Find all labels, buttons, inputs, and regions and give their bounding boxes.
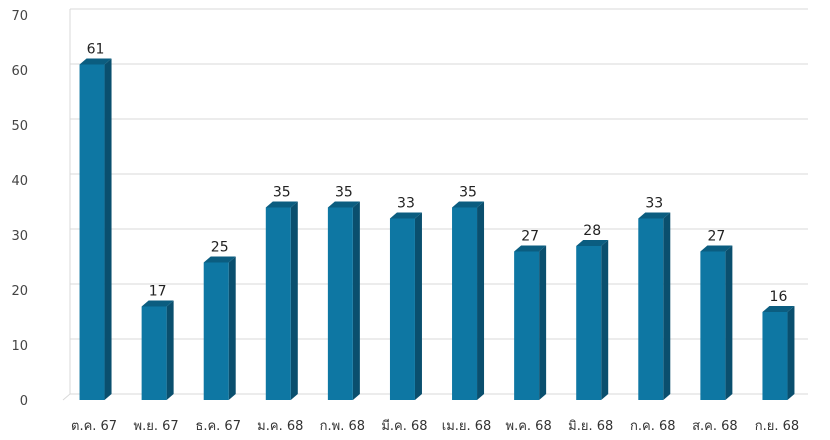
- bar-side: [601, 240, 609, 400]
- bar-front: [265, 207, 291, 400]
- bar-front: [514, 251, 540, 400]
- bar: [700, 245, 733, 400]
- bar-side: [477, 201, 485, 400]
- y-tick-label: 50: [11, 119, 28, 134]
- bar-front: [389, 218, 415, 400]
- bar-top: [141, 300, 174, 307]
- data-label: 33: [645, 196, 663, 212]
- bar-front: [638, 218, 664, 400]
- bar-top: [327, 201, 360, 208]
- data-label: 33: [397, 196, 415, 212]
- bar-top: [762, 306, 795, 312]
- bar-front: [700, 251, 726, 400]
- data-label: 28: [583, 223, 601, 239]
- data-label: 27: [521, 229, 539, 245]
- bar-side: [352, 201, 360, 400]
- bar: [762, 306, 795, 400]
- bar-side: [787, 306, 795, 400]
- bar-top: [638, 212, 671, 219]
- x-tick-label: ก.ย. 68: [755, 419, 799, 434]
- data-label: 61: [87, 42, 105, 58]
- bar-top: [452, 201, 485, 208]
- floor-edge-line: [62, 393, 71, 401]
- y-tick-label: 0: [20, 394, 28, 409]
- bar: [638, 212, 671, 400]
- x-tick-label: ส.ค. 68: [692, 419, 738, 434]
- bar: [452, 201, 485, 400]
- x-tick-label: มี.ค. 68: [381, 418, 427, 434]
- x-tick-label: พ.ค. 68: [506, 419, 552, 434]
- data-label: 16: [770, 289, 788, 305]
- bar: [327, 201, 360, 400]
- bar: [79, 58, 112, 400]
- bar-side: [228, 256, 236, 400]
- data-label: 35: [459, 185, 477, 201]
- bar: [389, 212, 422, 400]
- y-tick-label: 70: [11, 9, 28, 24]
- bar-top: [514, 245, 547, 252]
- bar-side: [166, 300, 174, 400]
- y-tick-label: 60: [11, 64, 28, 79]
- bar: [203, 256, 236, 400]
- bar-top: [265, 201, 298, 208]
- bar-side: [290, 201, 298, 400]
- bar-side: [539, 245, 547, 400]
- bar: [265, 201, 298, 400]
- bar-side: [725, 245, 733, 400]
- bar: [514, 245, 547, 400]
- y-tick-label: 20: [11, 284, 28, 299]
- bar-front: [79, 64, 105, 400]
- x-tick-label: มิ.ย. 68: [568, 419, 613, 434]
- data-label: 35: [273, 185, 291, 201]
- gridlines: [62, 8, 808, 401]
- bar-side: [104, 58, 112, 400]
- bar-top: [389, 212, 422, 219]
- bar-side: [663, 212, 671, 400]
- bar-front: [327, 207, 353, 400]
- data-label: 27: [707, 229, 725, 245]
- bar-top: [700, 245, 733, 252]
- y-tick-label: 10: [11, 339, 28, 354]
- bar-front: [576, 246, 602, 400]
- bar-front: [452, 207, 478, 400]
- data-label: 17: [149, 284, 167, 300]
- x-tick-label: เม.ย. 68: [442, 419, 492, 434]
- bar-top: [79, 58, 112, 65]
- bar: [576, 240, 609, 400]
- bar: [141, 300, 174, 400]
- bar-front: [762, 312, 788, 400]
- x-tick-label: พ.ย. 67: [134, 419, 179, 434]
- bar-side: [414, 212, 422, 400]
- x-tick-label: ธ.ค. 67: [195, 419, 241, 434]
- bar-top: [203, 256, 236, 263]
- y-tick-label: 40: [11, 174, 28, 189]
- y-tick-label: 30: [11, 229, 28, 244]
- data-label: 35: [335, 185, 353, 201]
- bar-top: [576, 240, 609, 246]
- bar-front: [141, 306, 167, 400]
- x-tick-label: ม.ค. 68: [257, 419, 303, 434]
- bar-front: [203, 262, 229, 400]
- x-tick-label: ก.พ. 68: [320, 419, 365, 434]
- x-tick-label: ต.ค. 67: [71, 419, 117, 434]
- x-tick-label: ก.ค. 68: [630, 419, 676, 434]
- data-label: 25: [211, 240, 229, 256]
